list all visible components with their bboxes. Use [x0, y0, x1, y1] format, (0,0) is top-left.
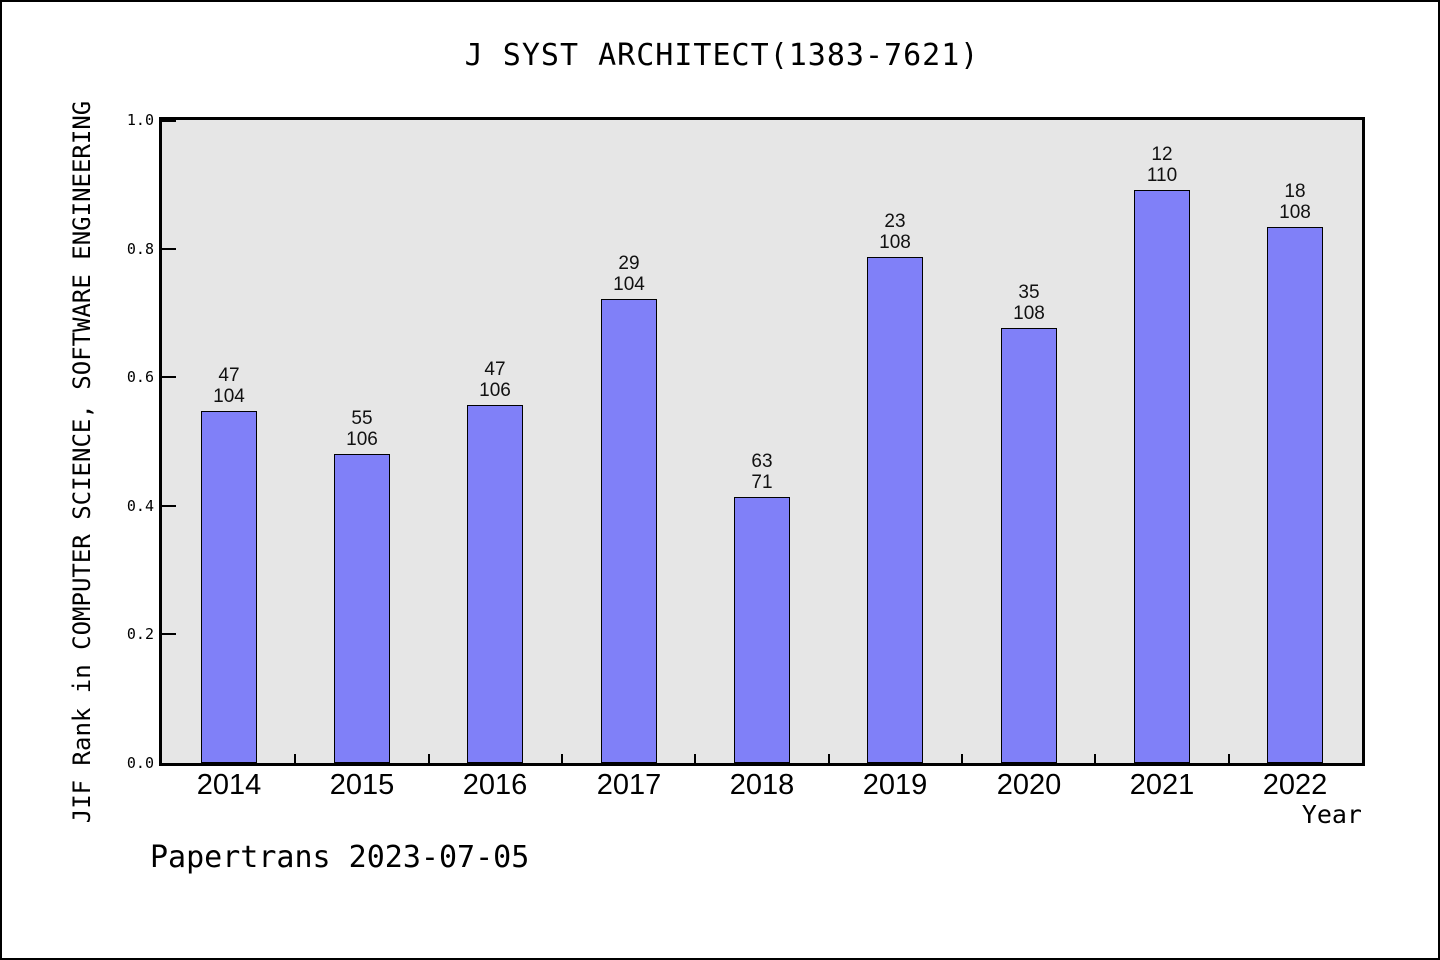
x-tick-label-2016: 2016: [462, 769, 528, 801]
bar-label-2015: 55 106: [346, 408, 378, 450]
bar-2016: [467, 405, 523, 763]
y-tick-0.4: [162, 505, 176, 507]
bar-2017: [601, 299, 657, 763]
x-minor-tick-3: [561, 754, 563, 763]
bar-label-2021: 12 110: [1146, 144, 1178, 186]
bar-2014: [201, 411, 257, 763]
bar-label-2016: 47 106: [479, 359, 511, 401]
bar-2019: [867, 257, 923, 763]
x-tick-label-2017: 2017: [596, 769, 662, 801]
y-tick-label-0.6: 0.6: [126, 368, 154, 386]
x-tick-label-2014: 2014: [196, 769, 262, 801]
y-tick-label-0.4: 0.4: [126, 497, 154, 515]
x-minor-tick-5: [828, 754, 830, 763]
plot-area: 47 104 55 106 47 106 29 104 63 71 23 108 35 108 12 110 1…: [159, 117, 1365, 766]
x-minor-tick-6: [961, 754, 963, 763]
x-tick-label-2015: 2015: [329, 769, 395, 801]
chart-title: J SYST ARCHITECT(1383-7621): [464, 38, 980, 73]
x-tick-label-2021: 2021: [1129, 769, 1195, 801]
y-tick-1.0: [162, 120, 176, 122]
y-tick-label-1.0: 1.0: [126, 111, 154, 129]
y-tick-0.8: [162, 248, 176, 250]
footer-watermark: Papertrans 2023-07-05: [150, 840, 530, 875]
x-axis-label: Year: [1301, 800, 1362, 829]
y-tick-0.6: [162, 376, 176, 378]
y-tick-label-0.0: 0.0: [126, 754, 154, 772]
bar-2018: [734, 497, 790, 763]
x-minor-tick-8: [1228, 754, 1230, 763]
bar-label-2014: 47 104: [213, 365, 245, 407]
bar-label-2018: 63 71: [751, 451, 773, 493]
bar-2020: [1001, 328, 1057, 763]
y-tick-label-0.8: 0.8: [126, 240, 154, 258]
x-tick-label-2019: 2019: [862, 769, 928, 801]
bar-label-2022: 18 108: [1279, 181, 1311, 223]
bar-2021: [1134, 190, 1190, 763]
x-minor-tick-2: [428, 754, 430, 763]
x-tick-label-2018: 2018: [729, 769, 795, 801]
bar-label-2020: 35 108: [1013, 282, 1045, 324]
bar-label-2019: 23 108: [879, 211, 911, 253]
x-tick-label-2022: 2022: [1262, 769, 1328, 801]
y-axis-label: JIF Rank in COMPUTER SCIENCE, SOFTWARE E…: [68, 100, 96, 824]
bar-2015: [334, 454, 390, 763]
x-minor-tick-1: [294, 754, 296, 763]
y-tick-0.2: [162, 633, 176, 635]
x-minor-tick-4: [694, 754, 696, 763]
y-tick-label-0.2: 0.2: [126, 625, 154, 643]
bar-2022: [1267, 227, 1323, 763]
x-tick-label-2020: 2020: [996, 769, 1062, 801]
x-minor-tick-7: [1094, 754, 1096, 763]
bar-label-2017: 29 104: [613, 253, 645, 295]
